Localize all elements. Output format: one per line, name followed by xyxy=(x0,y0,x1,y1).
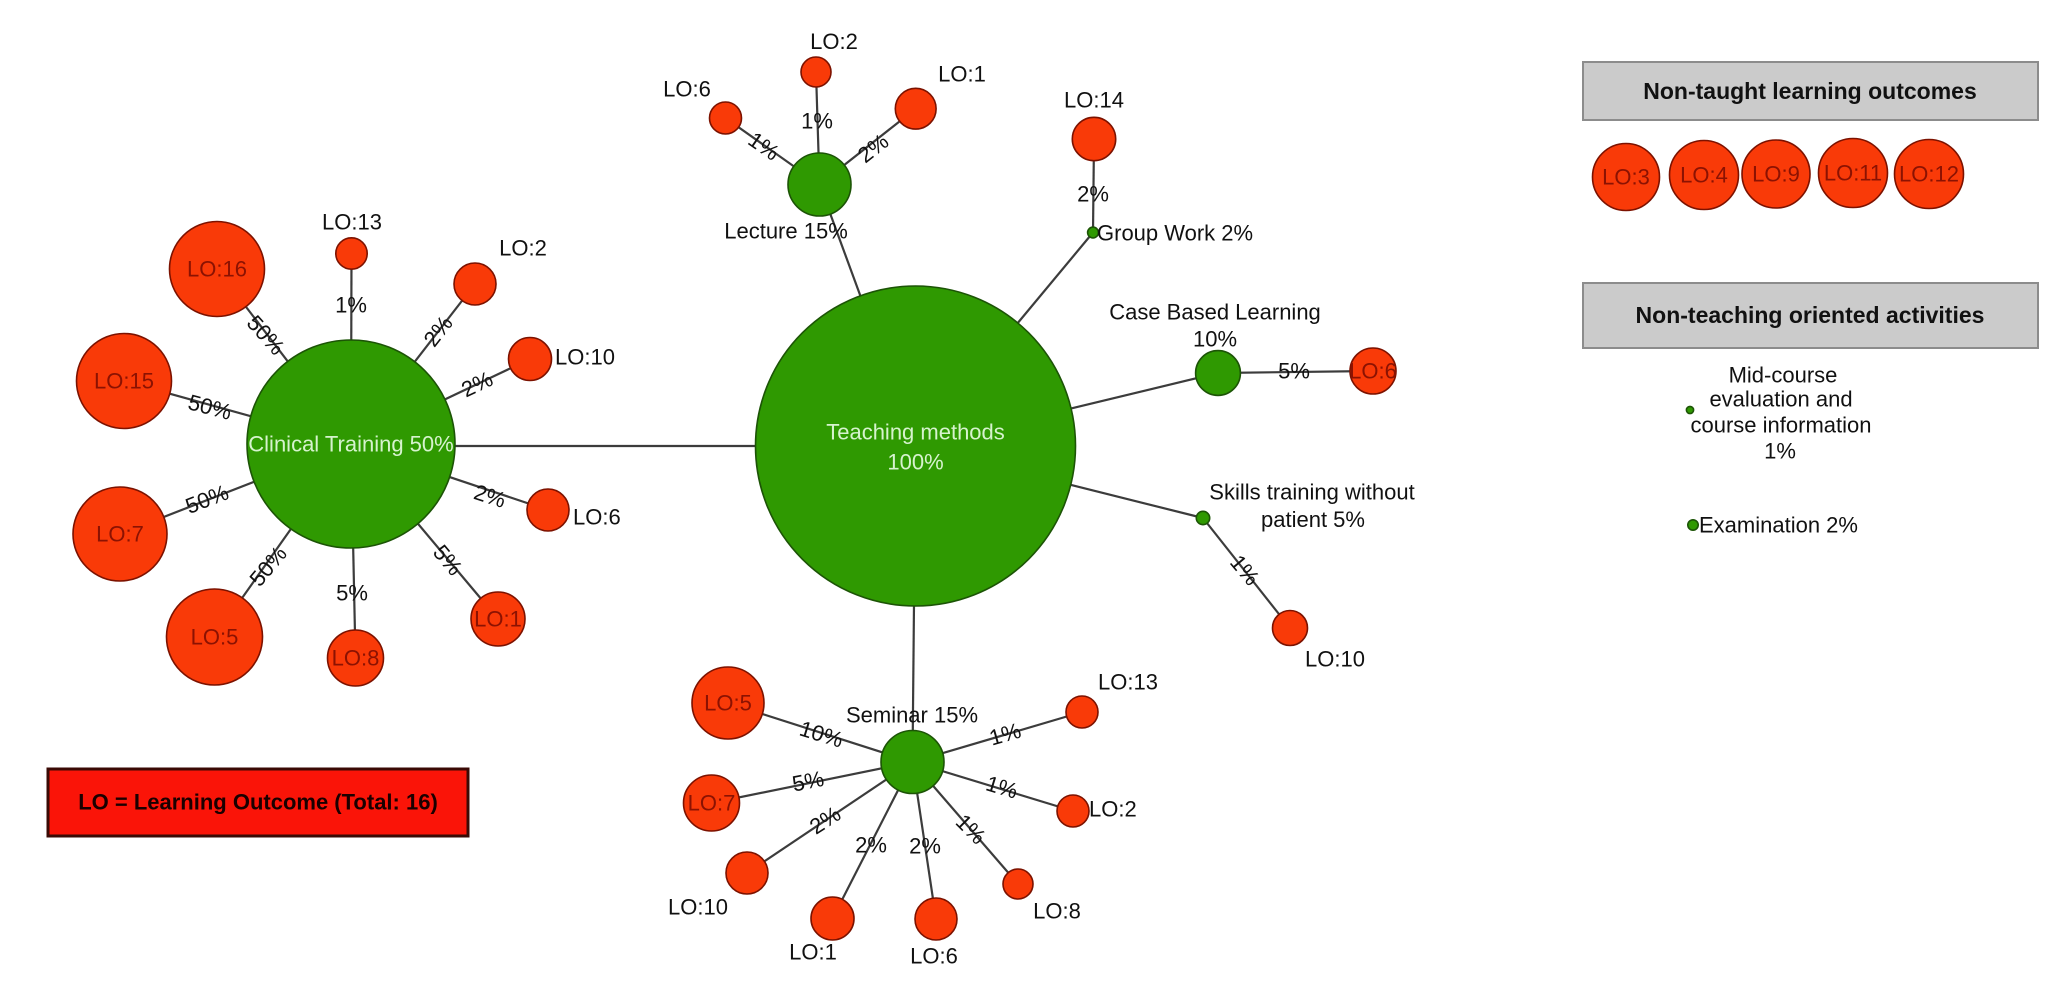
svg-text:LO:7: LO:7 xyxy=(96,522,144,547)
svg-text:10%: 10% xyxy=(1193,327,1237,352)
svg-text:Examination 2%: Examination 2% xyxy=(1699,513,1858,538)
svg-text:LO:13: LO:13 xyxy=(322,210,382,235)
svg-text:LO:6: LO:6 xyxy=(910,944,958,969)
svg-text:Clinical Training 50%: Clinical Training 50% xyxy=(248,432,453,457)
svg-text:LO:14: LO:14 xyxy=(1064,88,1124,113)
svg-text:LO:8: LO:8 xyxy=(332,646,380,671)
svg-text:Teaching methods: Teaching methods xyxy=(826,420,1005,445)
svg-text:Seminar 15%: Seminar 15% xyxy=(846,703,978,728)
svg-text:LO:1: LO:1 xyxy=(938,62,986,87)
svg-text:5%: 5% xyxy=(336,581,368,606)
svg-text:LO:9: LO:9 xyxy=(1752,162,1800,187)
svg-text:LO:10: LO:10 xyxy=(1305,647,1365,672)
svg-text:LO:16: LO:16 xyxy=(187,257,247,282)
svg-text:LO:6: LO:6 xyxy=(663,77,711,102)
svg-text:2%: 2% xyxy=(909,834,941,859)
svg-text:LO:6: LO:6 xyxy=(573,505,621,530)
svg-text:LO:4: LO:4 xyxy=(1680,163,1728,188)
svg-text:LO:2: LO:2 xyxy=(810,29,858,54)
svg-text:2%: 2% xyxy=(1077,182,1109,207)
svg-text:Non-teaching oriented activiti: Non-teaching oriented activities xyxy=(1636,302,1985,328)
svg-text:LO:2: LO:2 xyxy=(1089,797,1137,822)
svg-text:LO:10: LO:10 xyxy=(555,345,615,370)
svg-text:LO:5: LO:5 xyxy=(191,625,239,650)
svg-text:Mid-course: Mid-course xyxy=(1729,363,1838,388)
svg-text:Non-taught learning outcomes: Non-taught learning outcomes xyxy=(1643,78,1977,104)
svg-text:5%: 5% xyxy=(1278,359,1310,384)
svg-text:1%: 1% xyxy=(1764,439,1796,464)
svg-text:LO:2: LO:2 xyxy=(499,236,547,261)
svg-text:LO:15: LO:15 xyxy=(94,369,154,394)
svg-text:evaluation and: evaluation and xyxy=(1709,387,1852,412)
svg-text:5%: 5% xyxy=(790,766,826,797)
svg-text:course information: course information xyxy=(1691,413,1872,438)
svg-text:LO:12: LO:12 xyxy=(1899,162,1959,187)
svg-text:Case Based Learning: Case Based Learning xyxy=(1109,300,1321,325)
svg-text:100%: 100% xyxy=(887,450,943,475)
svg-text:Group Work 2%: Group Work 2% xyxy=(1097,221,1253,246)
svg-text:Lecture 15%: Lecture 15% xyxy=(724,219,848,244)
svg-text:LO:3: LO:3 xyxy=(1602,165,1650,190)
svg-text:LO = Learning Outcome (Total:: LO = Learning Outcome (Total: 16) xyxy=(78,790,438,815)
svg-text:Skills training without: Skills training without xyxy=(1209,480,1414,505)
svg-text:1%: 1% xyxy=(335,293,367,318)
svg-text:LO:5: LO:5 xyxy=(704,691,752,716)
svg-text:LO:7: LO:7 xyxy=(688,791,736,816)
svg-text:LO:1: LO:1 xyxy=(789,940,837,965)
svg-text:LO:10: LO:10 xyxy=(668,895,728,920)
svg-text:LO:11: LO:11 xyxy=(1824,161,1882,186)
svg-text:LO:13: LO:13 xyxy=(1098,670,1158,695)
svg-text:1%: 1% xyxy=(801,109,833,134)
svg-text:LO:1: LO:1 xyxy=(474,607,522,632)
svg-text:LO:6: LO:6 xyxy=(1349,359,1397,384)
svg-text:patient 5%: patient 5% xyxy=(1261,507,1365,532)
svg-text:LO:8: LO:8 xyxy=(1033,899,1081,924)
svg-text:2%: 2% xyxy=(855,833,887,858)
